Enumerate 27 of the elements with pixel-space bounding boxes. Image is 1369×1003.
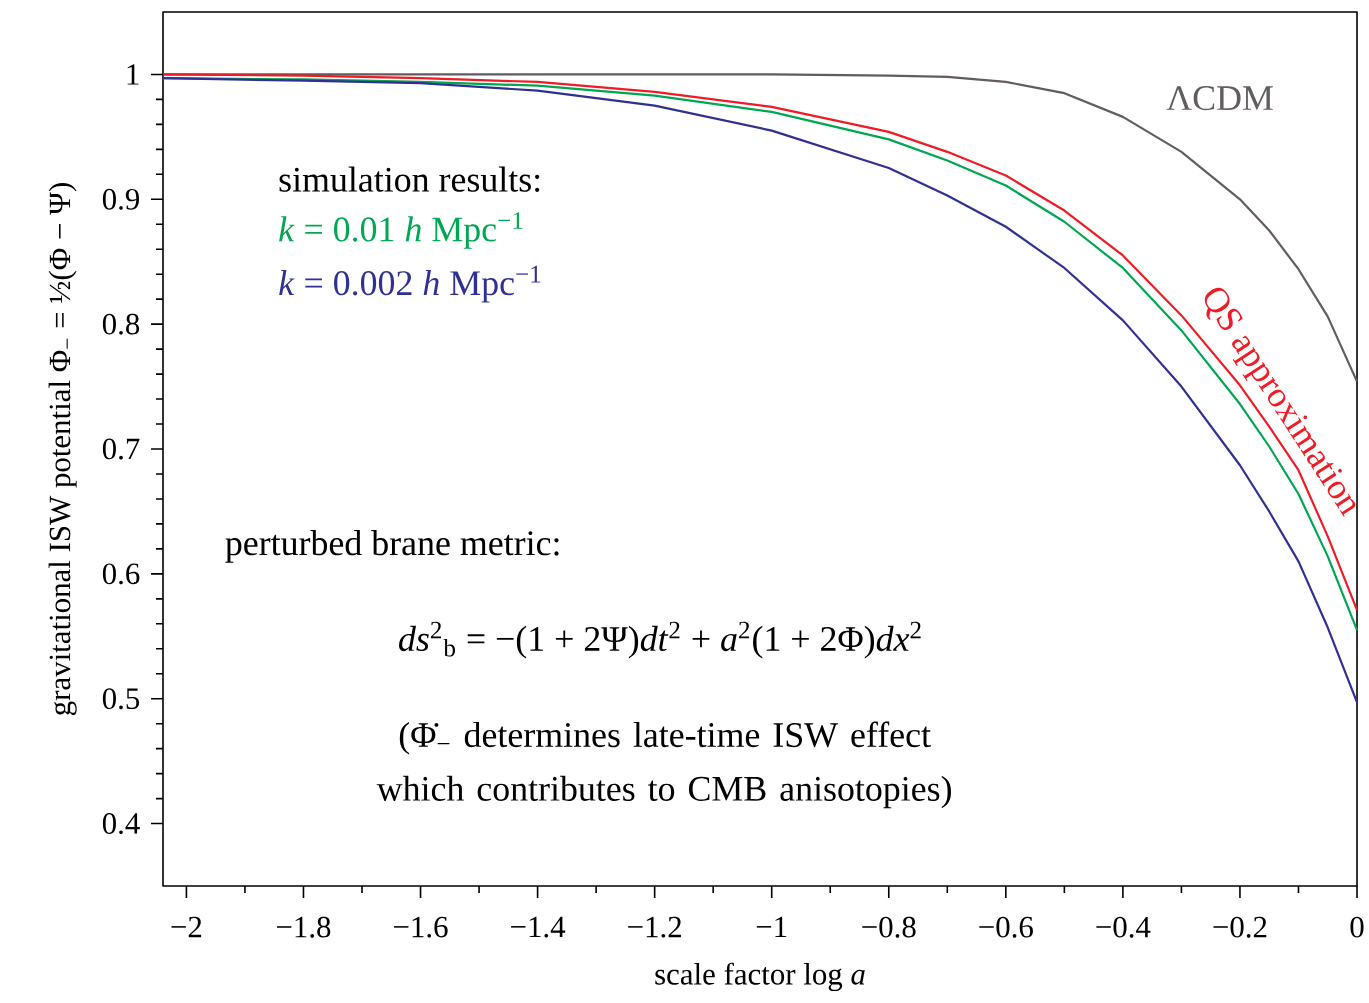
y-tick-label: 1 bbox=[127, 64, 139, 85]
y-tick-label: 0.9 bbox=[102, 188, 140, 210]
x-axis-title: scale factor log a bbox=[655, 962, 865, 992]
y-tick-label: 0.8 bbox=[102, 313, 140, 335]
text: k = 0.01 h Mpc$^{−1}$ bbox=[279, 212, 523, 249]
y-tick-label: 0.5 bbox=[102, 688, 140, 710]
annotation: perturbed brane metric: bbox=[225, 530, 559, 563]
annotation: (Φ̇$_{−}$ determines late-time ISW effect which contributes to CMB anisotopies) bbox=[376, 721, 951, 809]
x-tick-label: −1.2 bbox=[628, 916, 681, 938]
annotation: simulation results: bbox=[279, 166, 540, 192]
y-axis-title: gravitational ISW potential Φ$_{−}$ = ½(Φ − Ψ) bbox=[48, 183, 77, 715]
text: ds$^{2}$$_{b}$ = −(1 + 2Ψ)dt$^{2}$ + a$^{2}$(1 + 2Φ)dx$^{2}$ bbox=[399, 621, 921, 659]
y-tick-label: 0.6 bbox=[102, 563, 140, 585]
series-label: ΛCDM bbox=[1166, 86, 1273, 111]
y-tick-label: 0.7 bbox=[102, 438, 140, 460]
x-tick-label: −1 bbox=[756, 916, 787, 938]
text: k = 0.002 h Mpc$^{−1}$ bbox=[279, 265, 541, 303]
x-tick-label: 0 bbox=[1350, 916, 1364, 938]
x-tick-label: −0.2 bbox=[1213, 916, 1267, 938]
x-tick-label: −2 bbox=[171, 916, 202, 938]
x-tick-label: −0.4 bbox=[1096, 916, 1151, 938]
x-tick-label: −1.8 bbox=[276, 916, 331, 938]
x-tick-label: −1.4 bbox=[511, 916, 566, 938]
x-tick-label: −0.8 bbox=[862, 916, 916, 938]
x-tick-label: −1.6 bbox=[394, 916, 448, 938]
y-tick-label: 0.4 bbox=[102, 813, 140, 835]
x-tick-label: −0.6 bbox=[979, 916, 1033, 938]
